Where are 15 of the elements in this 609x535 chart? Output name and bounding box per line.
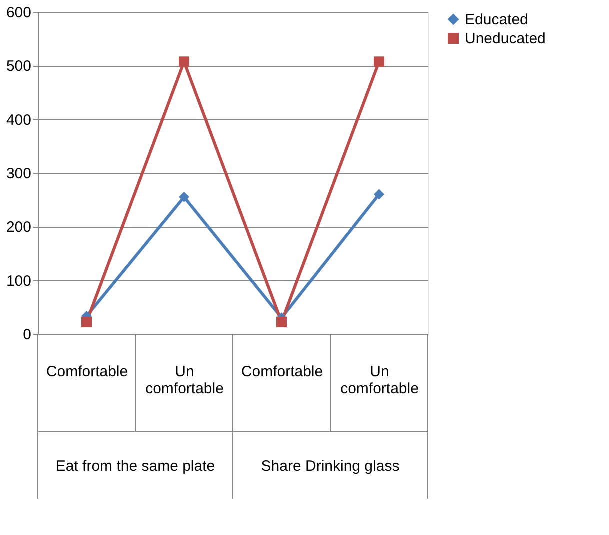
text: Eat from the same plate bbox=[56, 458, 216, 475]
text: Share Drinking glass bbox=[261, 458, 400, 475]
x-tick-label: Un comfortable bbox=[340, 364, 419, 398]
y-tick-label: 0 bbox=[23, 326, 32, 344]
x-tick-label: Un comfortable bbox=[146, 364, 224, 398]
y-tick-label: 200 bbox=[6, 219, 32, 236]
x-tick-label: Comfortable bbox=[241, 364, 324, 380]
y-tick-label: 500 bbox=[6, 58, 32, 76]
y-tick-label: 100 bbox=[6, 272, 32, 290]
legend-label: Uneducated bbox=[465, 30, 546, 48]
y-tick-label: 300 bbox=[6, 166, 32, 182]
y-tick-label: 600 bbox=[6, 4, 32, 22]
legend-label: Educated bbox=[465, 12, 528, 28]
x-tick-label: Comfortable bbox=[46, 364, 128, 380]
y-tick-label: 400 bbox=[6, 112, 32, 129]
